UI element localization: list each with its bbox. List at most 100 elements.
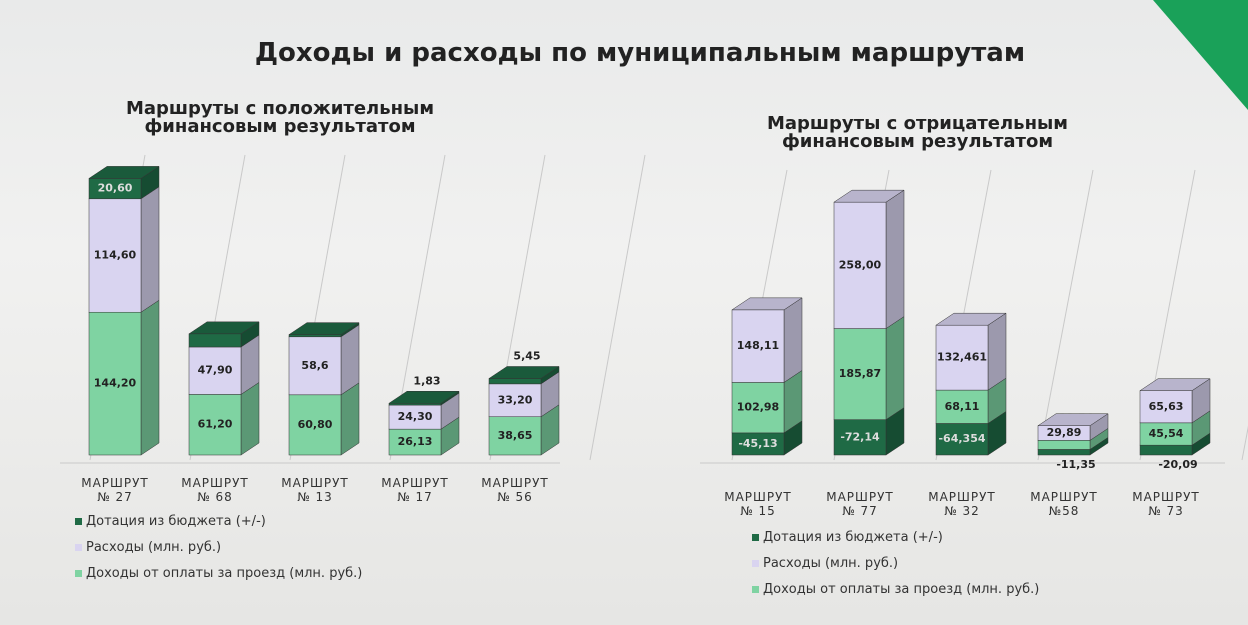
legend-swatch bbox=[75, 570, 82, 577]
legend-label: Расходы (млн. руб.) bbox=[86, 540, 222, 555]
legend-swatch bbox=[75, 518, 82, 525]
data-label: 20,60 bbox=[98, 182, 133, 195]
data-label: 148,11 bbox=[737, 339, 779, 352]
bar-side bbox=[885, 316, 905, 421]
data-label: -11,35 bbox=[1056, 458, 1095, 471]
bar-segment bbox=[833, 201, 887, 329]
grid-line bbox=[1241, 425, 1248, 461]
bar-top bbox=[488, 366, 560, 379]
legend-label: Расходы (млн. руб.) bbox=[763, 556, 899, 571]
data-label: 58,6 bbox=[301, 359, 328, 372]
data-label: -64,354 bbox=[938, 432, 985, 445]
data-label: 258,00 bbox=[839, 258, 882, 271]
x-tick-label: МАРШРУТ № 68 bbox=[181, 476, 249, 504]
bar-side bbox=[140, 186, 160, 313]
bar-segment bbox=[833, 419, 887, 456]
bar-top bbox=[833, 189, 905, 203]
data-label: 132,461 bbox=[937, 351, 987, 364]
legend-label: Дотация из бюджета (+/-) bbox=[86, 514, 266, 529]
data-label: 61,20 bbox=[198, 418, 233, 431]
corner-decoration bbox=[1153, 0, 1248, 110]
bar-side bbox=[885, 189, 905, 330]
bar-side bbox=[340, 324, 360, 396]
data-label: 45,54 bbox=[1149, 427, 1184, 440]
bar-top bbox=[288, 322, 360, 335]
bar-segment bbox=[188, 333, 242, 348]
bar-segment bbox=[188, 346, 242, 395]
bar-segment bbox=[833, 328, 887, 420]
x-tick-label: МАРШРУТ № 15 bbox=[724, 490, 792, 518]
bar-segment bbox=[1037, 440, 1091, 450]
bar-segment bbox=[288, 394, 342, 456]
legend-swatch bbox=[752, 534, 759, 541]
bar-top bbox=[88, 166, 160, 179]
bar-top bbox=[188, 321, 260, 335]
bar-segment bbox=[488, 416, 542, 456]
chart-title: Маршруты с положительным финансовым резу… bbox=[125, 98, 435, 137]
slide-title: Доходы и расходы по муниципальным маршру… bbox=[254, 38, 1026, 68]
bar-segment bbox=[935, 324, 989, 391]
x-tick-label: МАРШРУТ № 32 bbox=[928, 490, 996, 518]
data-label: 68,11 bbox=[945, 400, 980, 413]
bar-segment bbox=[388, 404, 442, 430]
bar-segment bbox=[1139, 444, 1193, 456]
legend-swatch bbox=[752, 560, 759, 567]
bar-segment bbox=[935, 423, 989, 456]
data-label: 185,87 bbox=[839, 367, 881, 380]
bar-top bbox=[388, 391, 460, 404]
data-label: 114,60 bbox=[94, 249, 137, 262]
x-tick-label: МАРШРУТ № 56 bbox=[481, 476, 549, 504]
legend-entry: Расходы (млн. руб.) bbox=[752, 556, 898, 571]
bar-segment bbox=[488, 378, 542, 385]
legend-swatch bbox=[75, 544, 82, 551]
legend-entry: Доходы от оплаты за проезд (млн. руб.) bbox=[75, 566, 362, 581]
legend-entry: Дотация из бюджета (+/-) bbox=[752, 530, 943, 545]
legend-swatch bbox=[752, 586, 759, 593]
data-label: 60,80 bbox=[298, 418, 333, 431]
data-label: 29,89 bbox=[1047, 426, 1082, 439]
grid-line bbox=[1037, 169, 1094, 461]
bar-side bbox=[240, 381, 260, 456]
bar-side bbox=[340, 382, 360, 456]
x-tick-label: МАРШРУТ №58 bbox=[1030, 490, 1098, 518]
legend-entry: Доходы от оплаты за проезд (млн. руб.) bbox=[752, 582, 1039, 597]
bar-side bbox=[987, 312, 1007, 391]
bar-side bbox=[140, 299, 160, 456]
bar-segment bbox=[288, 336, 342, 396]
data-label: 38,65 bbox=[498, 429, 533, 442]
bar-segment bbox=[388, 403, 442, 406]
data-label: 5,45 bbox=[513, 349, 540, 362]
bar-top bbox=[1037, 413, 1109, 426]
legend-entry: Дотация из бюджета (+/-) bbox=[75, 514, 266, 529]
bar-segment bbox=[1139, 390, 1193, 424]
legend-label: Доходы от оплаты за проезд (млн. руб.) bbox=[763, 582, 1040, 597]
data-label: 26,13 bbox=[398, 435, 433, 448]
legend-label: Доходы от оплаты за проезд (млн. руб.) bbox=[86, 566, 363, 581]
data-label: 1,83 bbox=[413, 374, 440, 387]
bar-segment bbox=[288, 334, 342, 338]
bar-segment bbox=[88, 198, 142, 313]
grid-line bbox=[589, 154, 646, 461]
data-label: 144,20 bbox=[94, 377, 137, 390]
data-label: 65,63 bbox=[1149, 400, 1184, 413]
bar-top bbox=[731, 297, 803, 311]
data-label: 47,90 bbox=[198, 364, 233, 377]
data-label: -45,13 bbox=[738, 437, 777, 450]
x-tick-label: МАРШРУТ № 73 bbox=[1132, 490, 1200, 518]
x-tick-label: МАРШРУТ № 27 bbox=[81, 476, 149, 504]
bar-side bbox=[783, 297, 803, 383]
x-tick-label: МАРШРУТ № 17 bbox=[381, 476, 449, 504]
bar-segment bbox=[488, 383, 542, 417]
bar-segment bbox=[388, 428, 442, 456]
x-tick-label: МАРШРУТ № 13 bbox=[281, 476, 349, 504]
data-label: 102,98 bbox=[737, 401, 779, 414]
legend-label: Дотация из бюджета (+/-) bbox=[763, 530, 943, 545]
data-label: -20,09 bbox=[1158, 458, 1197, 471]
data-label: -72,14 bbox=[840, 430, 880, 443]
x-tick-label: МАРШРУТ № 77 bbox=[826, 490, 894, 518]
bar-segment bbox=[88, 311, 142, 456]
data-label: 33,20 bbox=[498, 393, 533, 406]
bar-segment bbox=[1037, 449, 1091, 456]
